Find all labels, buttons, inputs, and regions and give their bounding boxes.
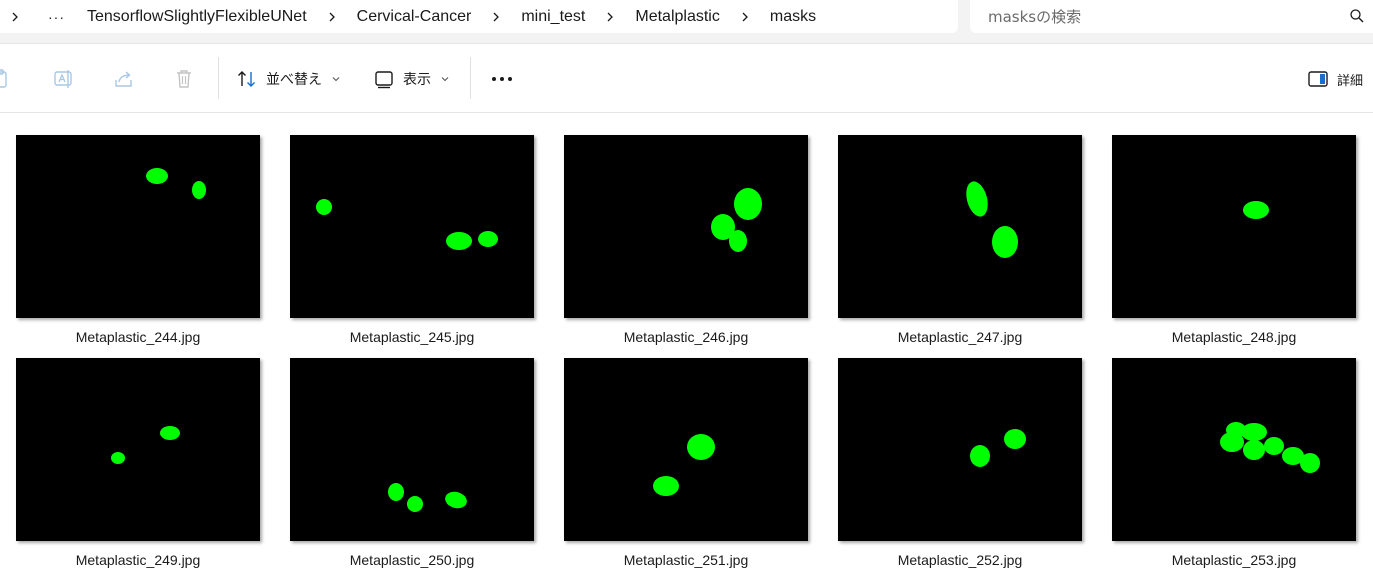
- file-item[interactable]: Metaplastic_252.jpg: [838, 358, 1082, 568]
- mask-thumbnail[interactable]: [564, 358, 808, 541]
- view-icon: [375, 71, 393, 89]
- file-item[interactable]: Metaplastic_253.jpg: [1112, 358, 1356, 568]
- file-name[interactable]: Metaplastic_246.jpg: [623, 329, 749, 345]
- chevron-right-icon[interactable]: [327, 12, 337, 22]
- mask-thumbnail[interactable]: [1112, 358, 1356, 541]
- file-name[interactable]: Metaplastic_253.jpg: [1171, 552, 1297, 568]
- chevron-down-icon: [332, 77, 340, 82]
- chevron-right-icon[interactable]: [605, 12, 615, 22]
- breadcrumb-item-metalplastic[interactable]: Metalplastic: [635, 7, 720, 25]
- mask-thumbnail[interactable]: [16, 135, 260, 318]
- file-name[interactable]: Metaplastic_248.jpg: [1171, 329, 1297, 345]
- more-options-button[interactable]: [488, 65, 516, 93]
- more-horizontal-icon: [492, 77, 512, 81]
- sort-icon: [238, 71, 255, 87]
- breadcrumb-item-mini-test[interactable]: mini_test: [521, 7, 586, 25]
- chevron-down-icon: [441, 77, 449, 82]
- mask-thumbnail[interactable]: [290, 358, 534, 541]
- file-item[interactable]: Metaplastic_249.jpg: [16, 358, 260, 568]
- view-button[interactable]: 表示: [373, 65, 449, 93]
- mask-thumbnail[interactable]: [564, 135, 808, 318]
- breadcrumb-item-cervical-cancer[interactable]: Cervical-Cancer: [356, 7, 472, 25]
- address-bar-area: ··· TensorflowSlightlyFlexibleUNet Cervi…: [0, 0, 1373, 44]
- rename-icon[interactable]: [52, 67, 76, 91]
- file-item[interactable]: Metaplastic_251.jpg: [564, 358, 808, 568]
- mask-thumbnail[interactable]: [838, 358, 1082, 541]
- sort-label: 並べ替え: [266, 72, 322, 88]
- file-name[interactable]: Metaplastic_249.jpg: [75, 552, 201, 568]
- breadcrumb-item-tensorflowslightlyflexibleunet[interactable]: TensorflowSlightlyFlexibleUNet: [87, 7, 307, 25]
- sort-button[interactable]: 並べ替え: [236, 65, 340, 93]
- mask-thumbnail[interactable]: [1112, 135, 1356, 318]
- file-item[interactable]: Metaplastic_250.jpg: [290, 358, 534, 568]
- chevron-right-icon[interactable]: [740, 12, 750, 22]
- file-name[interactable]: Metaplastic_250.jpg: [349, 552, 475, 568]
- details-pane-button[interactable]: 詳細: [1307, 65, 1363, 93]
- file-name[interactable]: Metaplastic_251.jpg: [623, 552, 749, 568]
- file-name[interactable]: Metaplastic_245.jpg: [349, 329, 475, 345]
- toolbar-divider: [218, 57, 219, 99]
- file-item[interactable]: Metaplastic_245.jpg: [290, 135, 534, 345]
- file-item[interactable]: Metaplastic_248.jpg: [1112, 135, 1356, 345]
- command-bar: 並べ替え 表示 詳細: [0, 45, 1373, 113]
- search-box[interactable]: [970, 0, 1373, 33]
- chevron-right-icon[interactable]: [10, 12, 20, 22]
- file-item[interactable]: Metaplastic_247.jpg: [838, 135, 1082, 345]
- view-label: 表示: [403, 72, 431, 88]
- file-item[interactable]: Metaplastic_246.jpg: [564, 135, 808, 345]
- search-input[interactable]: [970, 7, 1330, 26]
- file-name[interactable]: Metaplastic_252.jpg: [897, 552, 1023, 568]
- delete-icon[interactable]: [172, 67, 196, 91]
- breadcrumb-item-masks[interactable]: masks: [769, 7, 817, 25]
- breadcrumb-overflow[interactable]: ···: [48, 8, 65, 25]
- share-icon[interactable]: [112, 67, 136, 91]
- mask-thumbnail[interactable]: [838, 135, 1082, 318]
- mask-thumbnail[interactable]: [16, 358, 260, 541]
- toolbar-divider: [470, 57, 471, 99]
- details-pane-icon: [1308, 71, 1328, 87]
- details-label: 詳細: [1336, 73, 1363, 89]
- file-name[interactable]: Metaplastic_244.jpg: [75, 329, 201, 345]
- file-item[interactable]: Metaplastic_244.jpg: [16, 135, 260, 345]
- address-bar[interactable]: ··· TensorflowSlightlyFlexibleUNet Cervi…: [0, 0, 958, 33]
- chevron-right-icon[interactable]: [491, 12, 501, 22]
- file-name[interactable]: Metaplastic_247.jpg: [897, 329, 1023, 345]
- search-icon[interactable]: [1349, 8, 1365, 24]
- mask-thumbnail[interactable]: [290, 135, 534, 318]
- paste-icon[interactable]: [0, 67, 14, 91]
